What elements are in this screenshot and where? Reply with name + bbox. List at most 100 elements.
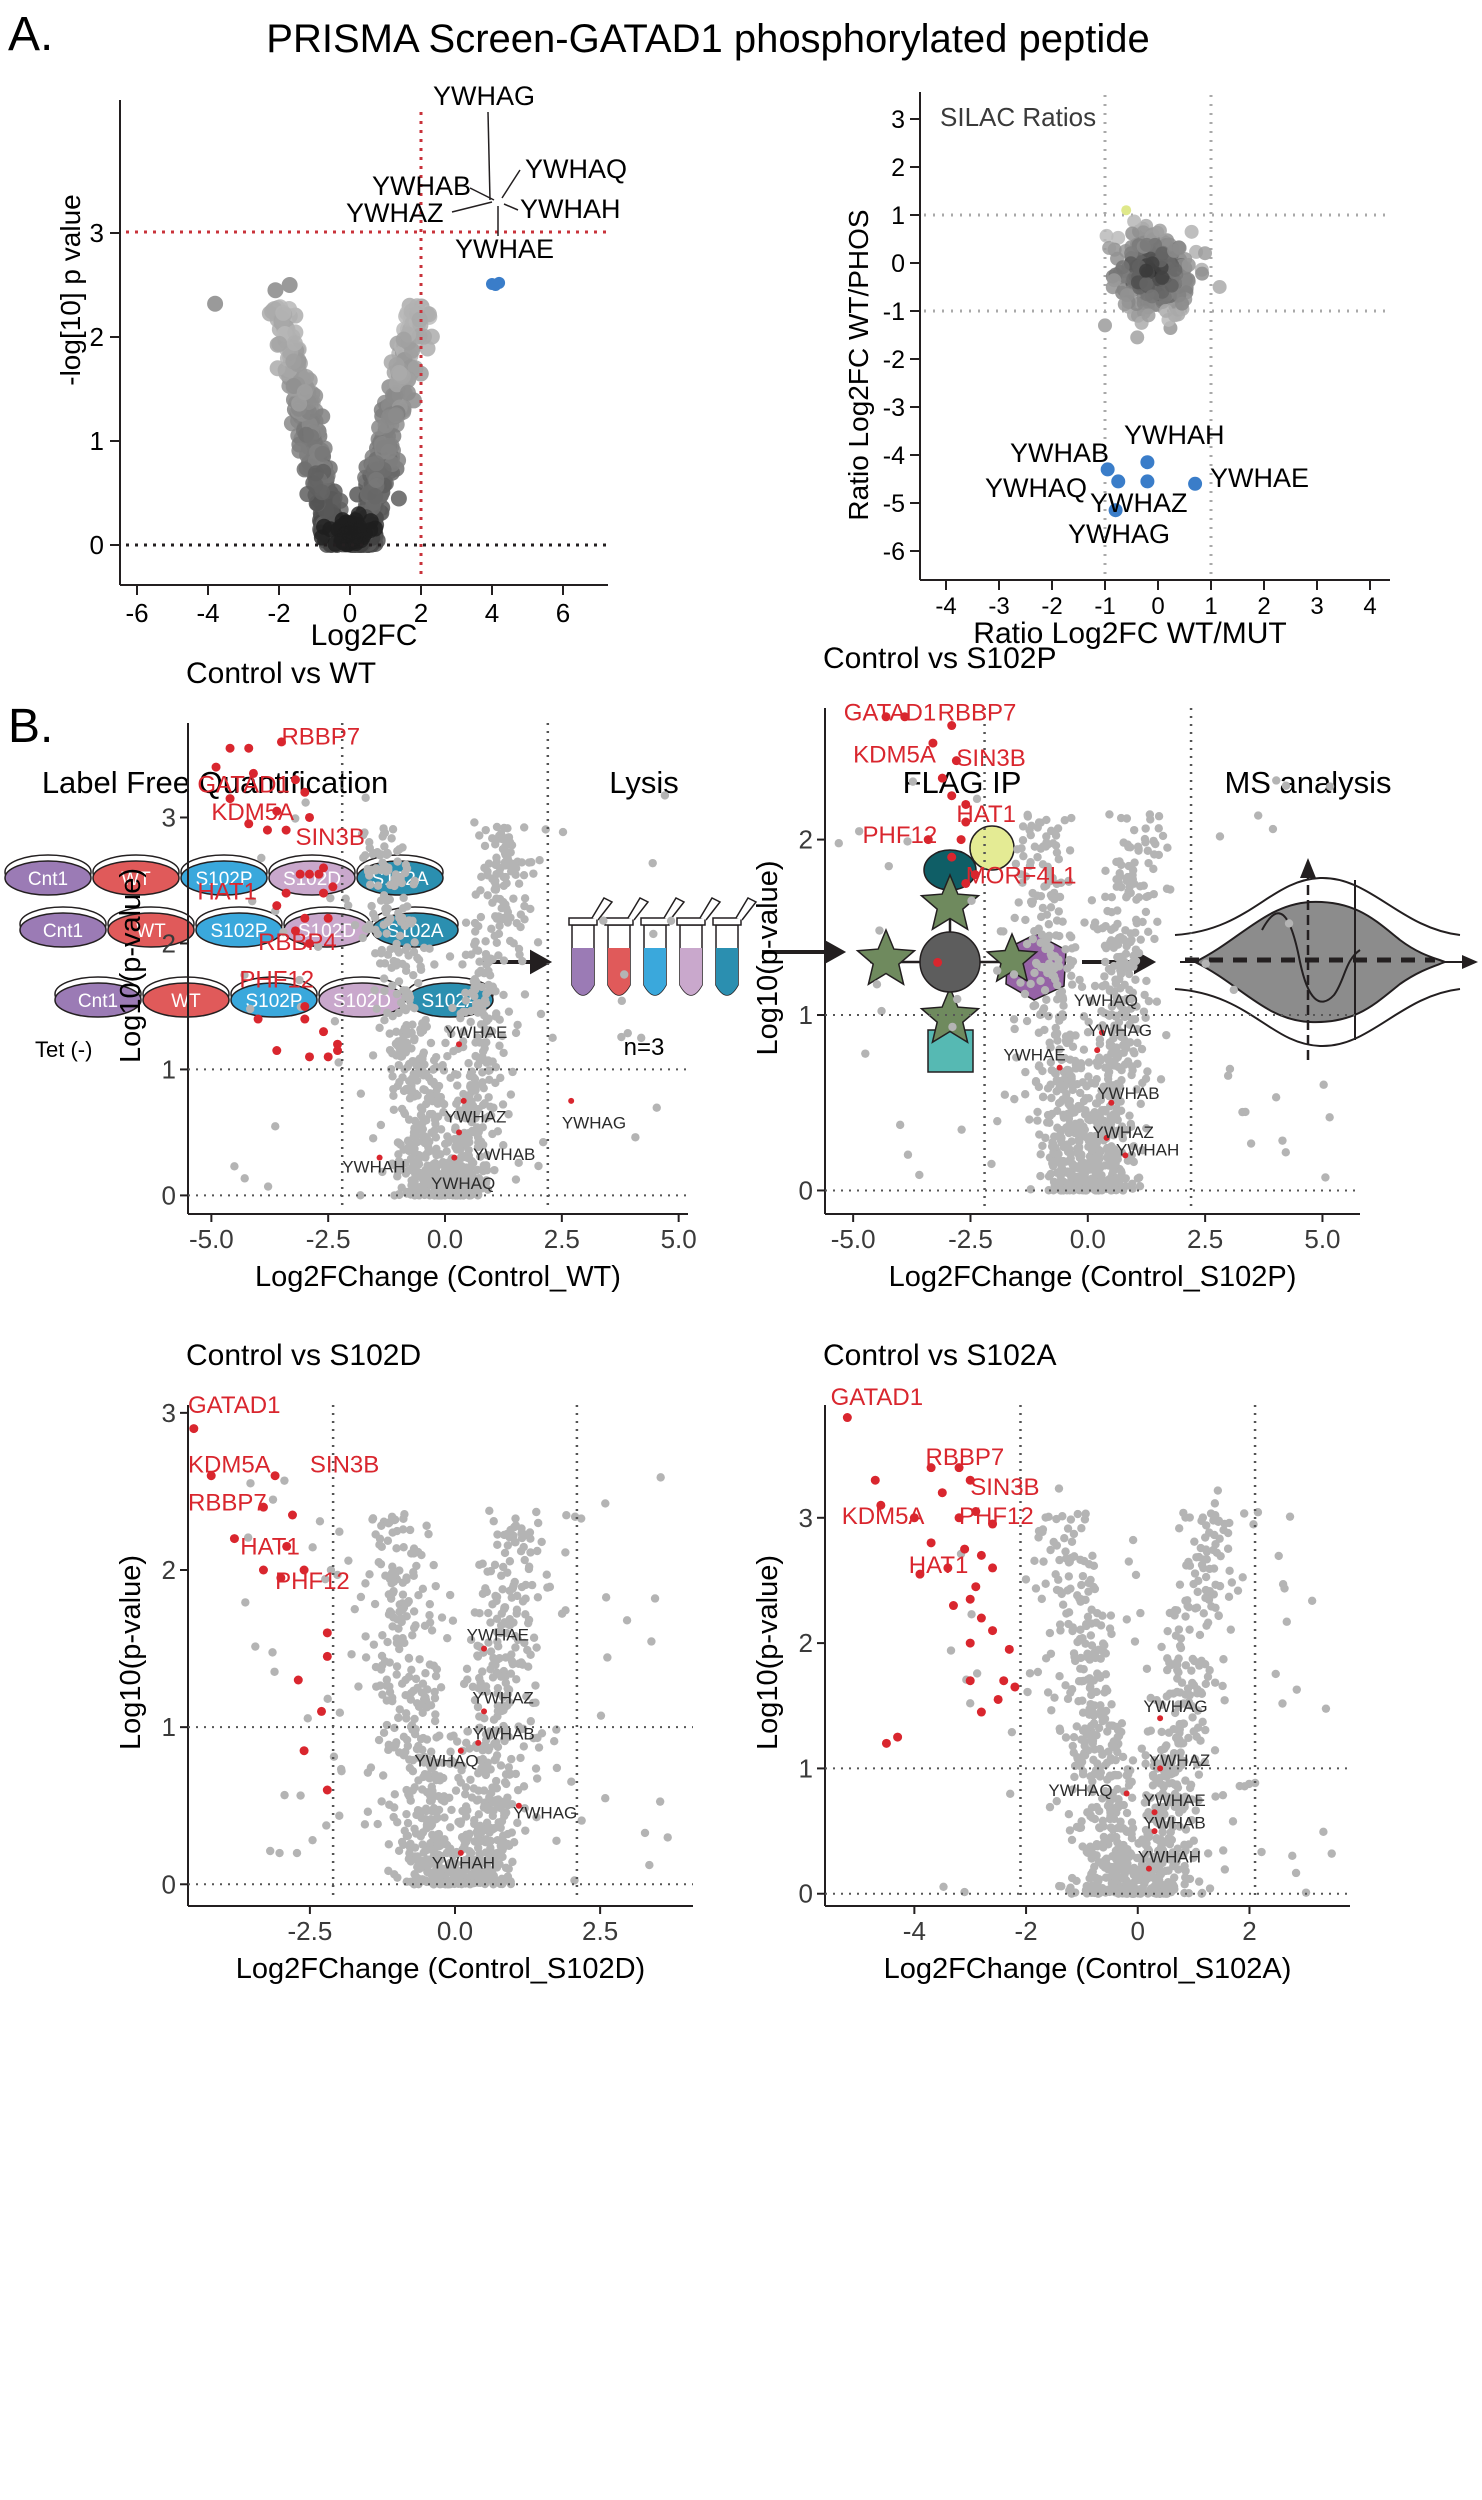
grey-point bbox=[631, 1133, 640, 1142]
red-point bbox=[322, 1628, 332, 1638]
grey-point bbox=[1000, 1090, 1010, 1099]
grey-point bbox=[395, 1566, 404, 1575]
grey-point bbox=[1018, 836, 1028, 845]
grey-point bbox=[1165, 1608, 1175, 1618]
grey-point bbox=[1112, 857, 1121, 867]
grey-point bbox=[478, 1746, 487, 1755]
grey-point bbox=[401, 1691, 410, 1700]
grey-point bbox=[535, 856, 544, 865]
grey-point bbox=[505, 838, 515, 847]
grey-point bbox=[1271, 1093, 1281, 1102]
ywha-point bbox=[1056, 1064, 1063, 1071]
grey-point bbox=[1278, 1136, 1287, 1145]
volcano-y-label: -log[10] p value bbox=[55, 194, 86, 385]
grey-point bbox=[1086, 1575, 1095, 1585]
grey-point bbox=[405, 1755, 414, 1764]
red-point bbox=[923, 835, 933, 845]
grey-point bbox=[354, 1682, 363, 1691]
grey-point bbox=[433, 1758, 442, 1768]
grey-point bbox=[1122, 1808, 1132, 1818]
grey-point bbox=[908, 777, 918, 786]
grey-point bbox=[437, 1613, 447, 1622]
grey-point bbox=[482, 1876, 491, 1885]
grey-point bbox=[1085, 1674, 1094, 1683]
volcano-protein-labels: YWHAG YWHAB YWHAQ YWHAZ YWHAH YWHAE bbox=[346, 81, 627, 264]
grey-point bbox=[406, 1002, 415, 1011]
grey-point bbox=[315, 1517, 325, 1526]
grey-point bbox=[516, 1753, 525, 1763]
grey-point bbox=[377, 945, 386, 955]
grey-point bbox=[388, 1622, 397, 1631]
red-point bbox=[287, 1510, 297, 1520]
grey-point bbox=[1070, 1772, 1079, 1782]
grey-point bbox=[365, 880, 375, 889]
grey-point bbox=[501, 1863, 511, 1873]
red-point bbox=[970, 870, 980, 880]
grey-point bbox=[1067, 1873, 1077, 1883]
grey-point bbox=[379, 1728, 389, 1738]
grey-point bbox=[443, 1024, 453, 1034]
grey-point bbox=[462, 1738, 471, 1747]
y-tick-label: 1 bbox=[799, 1000, 813, 1030]
grey-point bbox=[1136, 1099, 1145, 1109]
silac-y-tick-label: -1 bbox=[883, 298, 905, 326]
grey-point bbox=[1070, 1056, 1080, 1066]
silac-point bbox=[1145, 289, 1160, 304]
grey-point bbox=[1118, 1131, 1127, 1141]
grey-point bbox=[1030, 1001, 1040, 1010]
grey-point bbox=[474, 1723, 484, 1733]
y-tick-label: 0 bbox=[799, 1175, 813, 1205]
grey-point bbox=[1086, 1631, 1096, 1640]
grey-point bbox=[519, 870, 529, 880]
grey-point bbox=[1071, 943, 1080, 952]
grey-point bbox=[500, 1736, 509, 1746]
grey-point bbox=[1281, 781, 1291, 790]
grey-point bbox=[386, 1064, 396, 1074]
grey-point bbox=[531, 1681, 540, 1690]
grey-point bbox=[1071, 1031, 1080, 1040]
grey-point bbox=[350, 920, 360, 930]
grey-point bbox=[512, 1609, 521, 1618]
grey-point bbox=[422, 1521, 431, 1530]
volcano-control-vs-wt: Control vs WTRBBP7GATAD1KDM5ASIN3BHAT1RB… bbox=[115, 657, 697, 1293]
grey-point bbox=[1066, 960, 1075, 970]
grey-point bbox=[430, 1791, 439, 1801]
grey-point bbox=[1096, 1701, 1105, 1710]
silac-point bbox=[1141, 308, 1156, 323]
grey-point bbox=[1065, 1826, 1075, 1835]
silac-label-ywhae: YWHAE bbox=[1210, 463, 1309, 493]
grey-point bbox=[533, 1593, 543, 1602]
grey-point bbox=[537, 1537, 546, 1547]
grey-point bbox=[1162, 884, 1172, 893]
grey-point bbox=[872, 980, 882, 989]
grey-point bbox=[503, 1689, 513, 1699]
grey-point bbox=[648, 858, 657, 868]
grey-point bbox=[1066, 1172, 1076, 1181]
grey-point bbox=[529, 1733, 538, 1743]
grey-point bbox=[474, 1810, 484, 1819]
silac-label-ywhag: YWHAG bbox=[1068, 519, 1170, 549]
ywha-point bbox=[457, 1849, 464, 1856]
volcano-point bbox=[399, 384, 416, 401]
grey-point bbox=[1061, 1681, 1070, 1690]
grey-point bbox=[1213, 1486, 1223, 1495]
silac-point bbox=[1139, 276, 1154, 291]
grey-point bbox=[427, 1764, 436, 1773]
grey-point bbox=[426, 1038, 436, 1048]
grey-point bbox=[485, 1075, 494, 1085]
tube-lysate bbox=[608, 948, 630, 995]
grey-point bbox=[1169, 1873, 1179, 1882]
silac-x-tick-label: 3 bbox=[1310, 593, 1323, 620]
silac-point bbox=[1158, 303, 1173, 318]
grey-point bbox=[491, 885, 501, 894]
grey-point bbox=[957, 1125, 966, 1134]
grey-point bbox=[1047, 1093, 1056, 1103]
ywha-point bbox=[1098, 1029, 1105, 1036]
grey-point bbox=[436, 1683, 446, 1692]
grey-point bbox=[508, 1067, 517, 1077]
bait-protein-icon bbox=[919, 931, 981, 993]
grey-point bbox=[1107, 1862, 1116, 1872]
grey-point bbox=[377, 1521, 386, 1530]
grey-point bbox=[472, 1796, 482, 1805]
grey-point bbox=[490, 1560, 500, 1570]
